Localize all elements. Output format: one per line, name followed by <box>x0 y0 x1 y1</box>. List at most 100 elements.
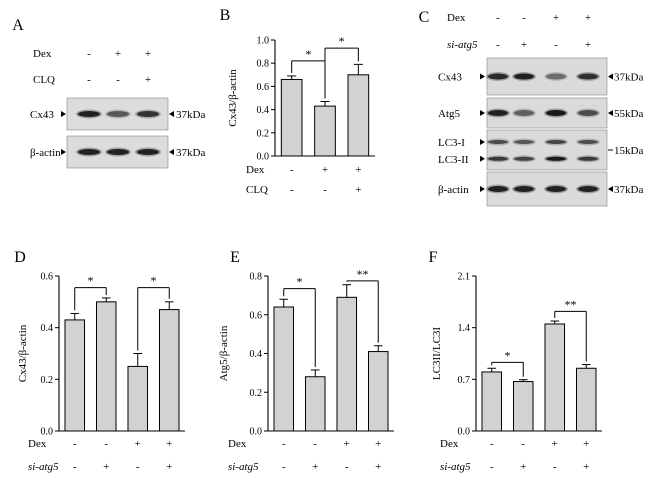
blot-band-core <box>546 156 566 161</box>
blot-band-core <box>546 73 566 80</box>
blot-band <box>576 184 600 194</box>
blot-band <box>544 72 568 81</box>
blot-band-core <box>578 186 598 192</box>
condition-sign: + <box>355 184 361 196</box>
panel-c: C Dex - - + + si-atg5 - + - + Cx43 37kDa Atg5 55kDa LC3… <box>419 9 643 207</box>
condition-sign: + <box>375 438 381 450</box>
condition-sign: + <box>322 164 328 176</box>
y-tick-label: 0.4 <box>257 105 270 116</box>
condition-sign: - <box>521 438 525 450</box>
protein-label: Atg5 <box>438 108 461 120</box>
y-tick-label: 0.0 <box>250 427 263 438</box>
bar <box>367 351 389 432</box>
band-marker-icon <box>480 186 485 192</box>
y-tick-label: 0.0 <box>458 427 471 438</box>
blot-band <box>576 138 600 146</box>
blot-band-core <box>78 149 100 155</box>
y-tick-label: 0.6 <box>41 272 54 283</box>
condition-sign: - <box>522 12 526 24</box>
y-tick-label: 1.0 <box>257 36 270 47</box>
bar <box>273 306 295 432</box>
blot-band <box>544 155 568 163</box>
panel-letter-e: E <box>230 249 240 266</box>
blot-band <box>576 108 600 118</box>
bar <box>158 309 180 432</box>
condition-sign: - <box>282 461 286 473</box>
blot-band <box>105 147 131 157</box>
y-tick-label: 0.7 <box>458 375 471 386</box>
y-tick-label: 0.0 <box>257 152 270 163</box>
condition-sign: + <box>344 438 350 450</box>
bar <box>304 376 326 432</box>
blot-band-core <box>546 186 566 192</box>
blot-band <box>76 109 102 119</box>
y-tick-label: 0.8 <box>257 59 270 70</box>
protein-label: β-actin <box>438 184 469 196</box>
blot-band-core <box>546 140 566 144</box>
blot-band <box>135 147 161 157</box>
kda-label: 37kDa <box>614 72 643 84</box>
condition-sign: - <box>323 184 327 196</box>
blot-band <box>486 108 510 118</box>
condition-label: Dex <box>28 438 47 450</box>
condition-sign: - <box>282 438 286 450</box>
blot-band <box>105 109 131 119</box>
condition-sign: - <box>87 74 91 86</box>
bar <box>127 365 149 432</box>
significance-label: * <box>305 47 311 61</box>
condition-sign: + <box>552 438 558 450</box>
band-marker-icon <box>61 111 66 117</box>
blot-band <box>486 72 510 81</box>
blot-band-core <box>514 110 534 116</box>
y-axis-label: Cx43/β-actin <box>227 69 239 127</box>
blot-band-core <box>137 149 159 155</box>
blot-band-core <box>107 111 129 117</box>
band-marker-icon <box>480 155 485 162</box>
kda-label: 37kDa <box>176 109 205 121</box>
y-tick-label: 0.8 <box>250 272 263 283</box>
condition-sign: + <box>312 461 318 473</box>
blot-band-core <box>78 111 100 117</box>
bar <box>347 74 370 157</box>
protein-label: β-actin <box>30 147 61 159</box>
band-marker-icon <box>608 110 613 116</box>
blot-band-core <box>514 73 534 80</box>
condition-label: si-atg5 <box>440 461 471 473</box>
condition-sign: + <box>553 12 559 24</box>
significance-label: ** <box>565 297 577 311</box>
bar <box>481 371 503 432</box>
condition-sign: + <box>375 461 381 473</box>
y-tick-label: 0.6 <box>250 310 263 321</box>
condition-sign: + <box>145 74 151 86</box>
panel-letter-d: D <box>14 249 26 266</box>
condition-sign: - <box>313 438 317 450</box>
condition-sign: + <box>521 39 527 51</box>
condition-sign: - <box>490 438 494 450</box>
blot-band <box>512 72 536 81</box>
band-marker-icon <box>608 73 613 80</box>
bar <box>95 301 117 432</box>
y-tick-label: 0.6 <box>257 82 270 93</box>
condition-sign: - <box>116 74 120 86</box>
blot-band <box>76 147 102 157</box>
condition-sign: + <box>583 438 589 450</box>
condition-sign: + <box>520 461 526 473</box>
protein-label: LC3-I <box>438 137 465 149</box>
chart-panel-d: D 0.0 0.2 0.4 0.6 Cx43/β-actin * * Dex - - + + si-atg… <box>14 249 185 473</box>
blot-band-core <box>514 156 534 161</box>
blot-strip <box>486 129 608 171</box>
y-tick-label: 2.1 <box>458 272 471 283</box>
blot-band-core <box>107 149 129 155</box>
blot-band <box>544 138 568 146</box>
blot-band-core <box>488 73 508 80</box>
blot-band-core <box>546 110 566 116</box>
condition-label: CLQ <box>246 184 268 196</box>
condition-sign: - <box>136 461 140 473</box>
blot-band-core <box>137 111 159 117</box>
condition-sign: - <box>345 461 349 473</box>
condition-sign: - <box>104 438 108 450</box>
condition-sign: - <box>290 184 294 196</box>
band-marker-icon <box>608 186 613 192</box>
blot-band-core <box>514 186 534 192</box>
blot-band-core <box>488 186 508 192</box>
